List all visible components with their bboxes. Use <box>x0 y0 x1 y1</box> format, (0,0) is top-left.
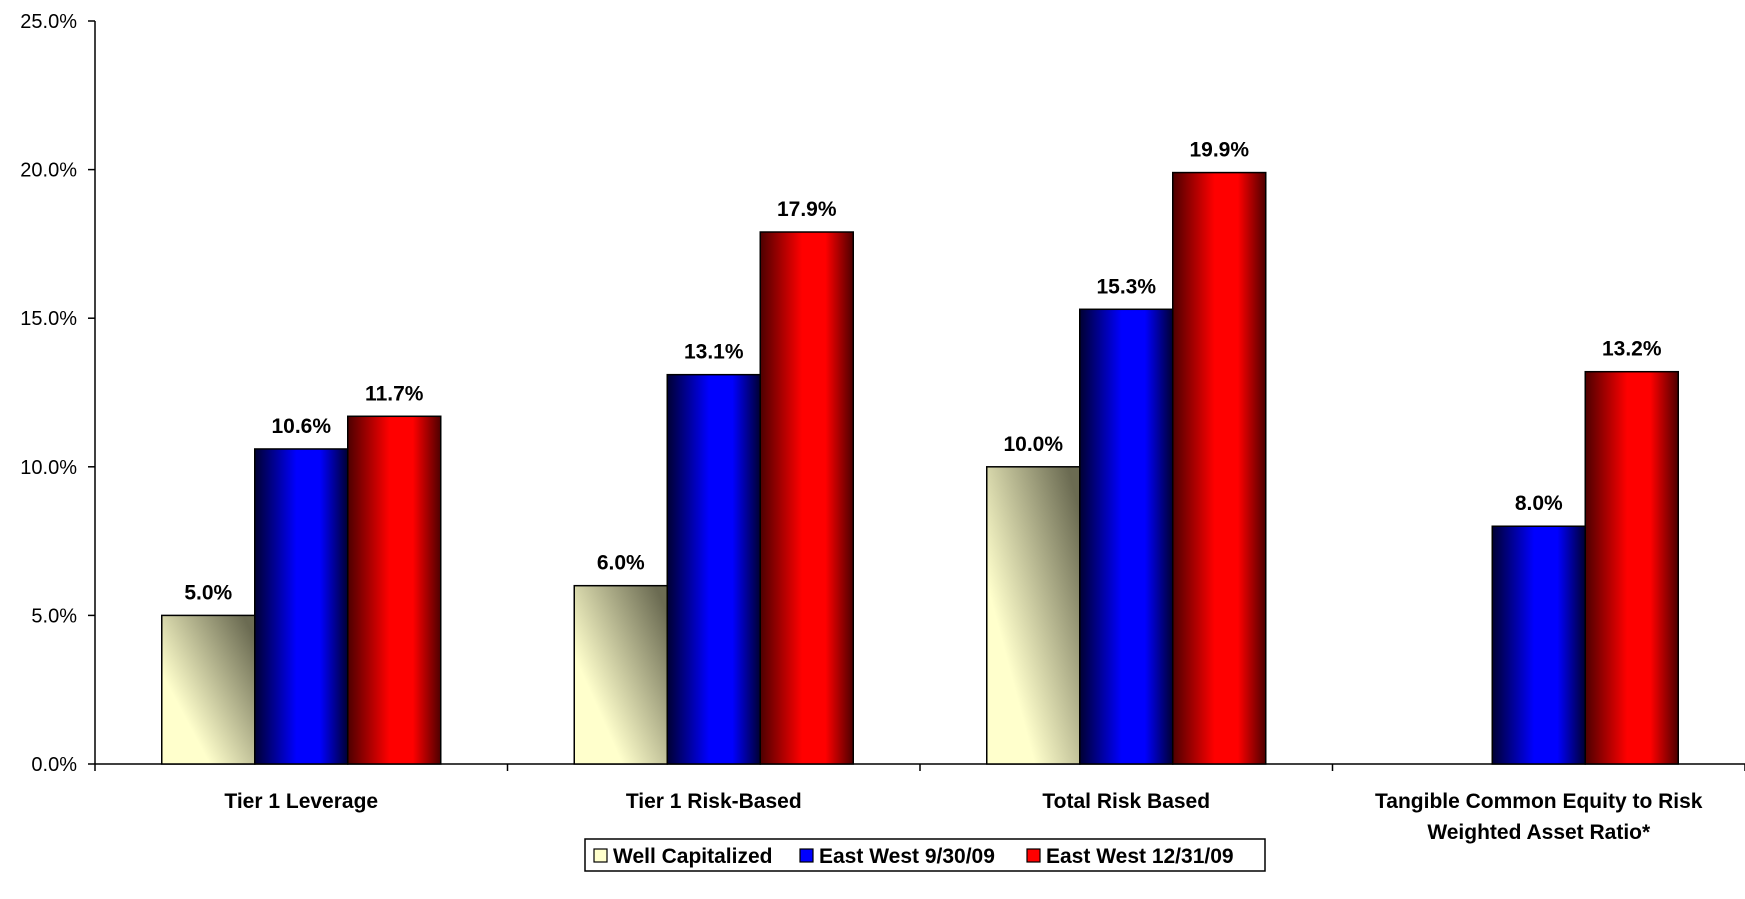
x-category-label: Tier 1 Leverage <box>224 790 378 813</box>
bar <box>161 614 256 765</box>
legend-label: Well Capitalized <box>613 845 772 868</box>
bar <box>347 415 442 765</box>
x-category-label: Tier 1 Risk-Based <box>626 790 802 813</box>
bar <box>986 466 1081 765</box>
bar <box>254 448 349 765</box>
data-label: 5.0% <box>184 581 232 604</box>
y-tick-label: 0.0% <box>31 754 77 776</box>
data-label: 6.0% <box>597 552 645 575</box>
legend-label: East West 12/31/09 <box>1046 845 1234 868</box>
bar <box>666 373 761 765</box>
x-category-label: Total Risk Based <box>1042 790 1210 813</box>
data-label: 10.6% <box>271 415 331 438</box>
data-label: 19.9% <box>1189 139 1249 162</box>
legend: Well Capitalized East West 9/30/09 East We… <box>584 838 1266 872</box>
legend-label: East West 9/30/09 <box>819 845 995 868</box>
x-axis: Tier 1 Leverage Tier 1 Risk-Based Total Ri… <box>94 763 1745 844</box>
y-tick-label: 15.0% <box>20 308 77 330</box>
data-label: 11.7% <box>365 382 424 405</box>
data-label: 13.1% <box>684 341 744 364</box>
bar <box>1491 525 1586 765</box>
y-axis: 0.0% 5.0% 10.0% 15.0% 20.0% 25.0% <box>20 11 96 776</box>
bars <box>161 171 1679 765</box>
y-tick-label: 25.0% <box>20 11 77 33</box>
y-tick-label: 20.0% <box>20 160 77 182</box>
data-label: 15.3% <box>1096 275 1156 298</box>
y-tick-label: 10.0% <box>20 457 77 479</box>
data-label: 8.0% <box>1515 492 1563 515</box>
y-tick-label: 5.0% <box>31 605 77 627</box>
legend-swatch <box>593 848 608 863</box>
x-category-label: Tangible Common Equity to Risk <box>1375 790 1703 813</box>
x-category-label: Weighted Asset Ratio* <box>1427 821 1651 844</box>
legend-box <box>584 838 1266 872</box>
legend-swatch <box>1026 848 1041 863</box>
data-label: 10.0% <box>1003 433 1063 456</box>
bar <box>1172 171 1267 765</box>
bar <box>759 231 854 765</box>
data-label: 13.2% <box>1602 338 1662 361</box>
legend-swatch <box>799 848 814 863</box>
bar <box>573 584 668 765</box>
bar <box>1584 370 1679 765</box>
data-label: 17.9% <box>777 198 837 221</box>
data-labels: 5.0% 10.6% 11.7% 6.0% 13.1% 17.9% 10.0% 15.3% 19… <box>184 139 1662 605</box>
bar <box>1079 308 1174 765</box>
